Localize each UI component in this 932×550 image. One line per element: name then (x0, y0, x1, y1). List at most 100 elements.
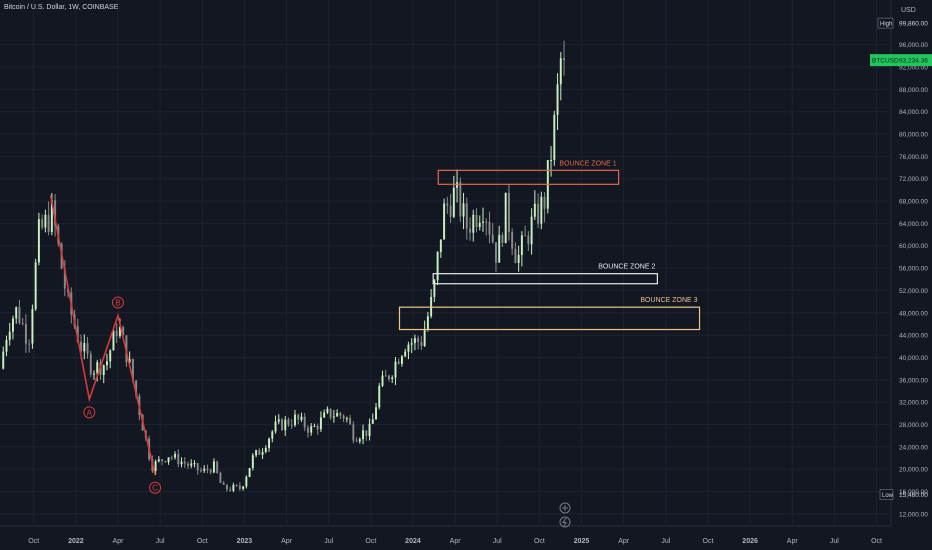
candle-body (559, 58, 562, 85)
wave-path (49, 195, 156, 475)
candle-body (527, 235, 530, 245)
candle-body (563, 58, 566, 61)
candle-body (86, 343, 89, 354)
candle-body (5, 339, 8, 352)
candle-body (375, 407, 377, 420)
price-tick-label: 36,000.00 (899, 377, 928, 384)
candle-body (394, 361, 397, 378)
time-tick-label: Oct (365, 538, 376, 545)
candle-body (485, 221, 488, 223)
candle-body (105, 361, 108, 366)
time-tick-label: Apr (787, 538, 799, 545)
time-tick-label: Oct (871, 538, 882, 545)
time-tick-label: 2022 (68, 538, 84, 545)
candle-body (355, 440, 358, 442)
overlay-icons (559, 502, 571, 528)
price-tick-label: 92,000.00 (899, 65, 928, 72)
candle-body (520, 235, 523, 255)
candle-body (524, 235, 527, 237)
candle-body (384, 375, 387, 377)
candle-body (281, 419, 283, 431)
candle-body (63, 268, 66, 289)
candle-body (443, 203, 446, 240)
price-tick-label: 44,000.00 (899, 333, 928, 340)
candle-body (164, 461, 167, 463)
candle-body (297, 414, 300, 420)
candle-body (203, 468, 206, 471)
candle-body (15, 307, 18, 319)
candle-body (242, 486, 245, 489)
price-tick-label: 96,000.00 (899, 42, 928, 49)
candle-body (212, 461, 215, 473)
candle-body (131, 358, 134, 381)
candle-body (449, 205, 452, 217)
candle-body (41, 219, 44, 228)
candle-body (397, 361, 400, 364)
candle-body (200, 470, 202, 472)
candle-body (313, 425, 316, 427)
time-tick-label: Apr (450, 538, 462, 545)
candle-body (209, 470, 212, 473)
price-tick-label: 72,000.00 (899, 176, 928, 183)
candle-body (190, 463, 193, 466)
time-axis[interactable]: Oct 2022 Apr Jul Oct 2023 Apr Jul Oct 2024 Apr Jul O… (0, 525, 891, 545)
candle-body (540, 196, 543, 224)
candle-body (371, 419, 374, 424)
candle-body (219, 472, 222, 483)
price-tick-label: 88,000.00 (899, 87, 928, 94)
plus-circle-icon[interactable] (559, 502, 571, 514)
candle-body (358, 439, 361, 442)
high-value: 99,860.00 (899, 21, 928, 28)
candle-body (284, 419, 287, 431)
candle-body (183, 461, 186, 464)
bounce-zone-3-box (398, 306, 701, 331)
candle-body (170, 457, 173, 459)
wave-c-marker (149, 481, 162, 494)
candle-body (533, 203, 536, 217)
candle-body (349, 418, 352, 425)
candle-body (300, 416, 303, 420)
bounce-zone-2-box (432, 273, 658, 285)
candle-body (488, 221, 491, 235)
time-tick-label: 2023 (237, 538, 253, 545)
candle-body (332, 416, 335, 418)
candle-body (400, 356, 403, 364)
candle-body (109, 350, 112, 362)
price-tick-label: 76,000.00 (899, 154, 928, 161)
low-tag-label: Low (882, 493, 894, 499)
candle-body (102, 365, 105, 375)
candle-body (436, 252, 439, 281)
candle-body (122, 327, 125, 336)
candle-body (514, 248, 517, 263)
candle-body (28, 343, 31, 345)
low-value: 15,460.00 (899, 492, 928, 499)
bounce-zone-2-label: BOUNCE ZONE 2 (598, 264, 655, 271)
price-axis[interactable]: USD 12,000.00 16,000.00 20,000.00 24,000.00 2… (870, 0, 932, 525)
time-tick-label: 2026 (742, 538, 758, 545)
lightning-circle-icon[interactable] (559, 516, 571, 528)
wave-b-label: B (115, 299, 120, 308)
candle-body (180, 461, 183, 465)
candle-body (426, 316, 429, 330)
candle-body (89, 353, 92, 375)
time-tick-label: Apr (113, 538, 125, 545)
wave-a-label: A (87, 408, 93, 417)
candle-body (507, 192, 510, 233)
candle-body (290, 424, 293, 426)
price-tick-label: 12,000.00 (899, 511, 928, 518)
time-tick-label: Jul (324, 538, 333, 545)
candle-body (8, 331, 11, 340)
price-tick-label: 68,000.00 (899, 199, 928, 206)
price-tick-label: 40,000.00 (899, 355, 928, 362)
time-tick-label: Jul (156, 538, 165, 545)
candle-body (248, 468, 251, 477)
candle-body (472, 214, 475, 233)
candle-body (326, 408, 329, 413)
candle-body (319, 417, 322, 430)
candle-body (368, 423, 371, 437)
candle-body (245, 476, 248, 487)
candle-body (251, 455, 254, 469)
candle-body (339, 412, 342, 416)
high-tag-label: High (880, 22, 892, 28)
time-tick-label: Oct (703, 538, 714, 545)
